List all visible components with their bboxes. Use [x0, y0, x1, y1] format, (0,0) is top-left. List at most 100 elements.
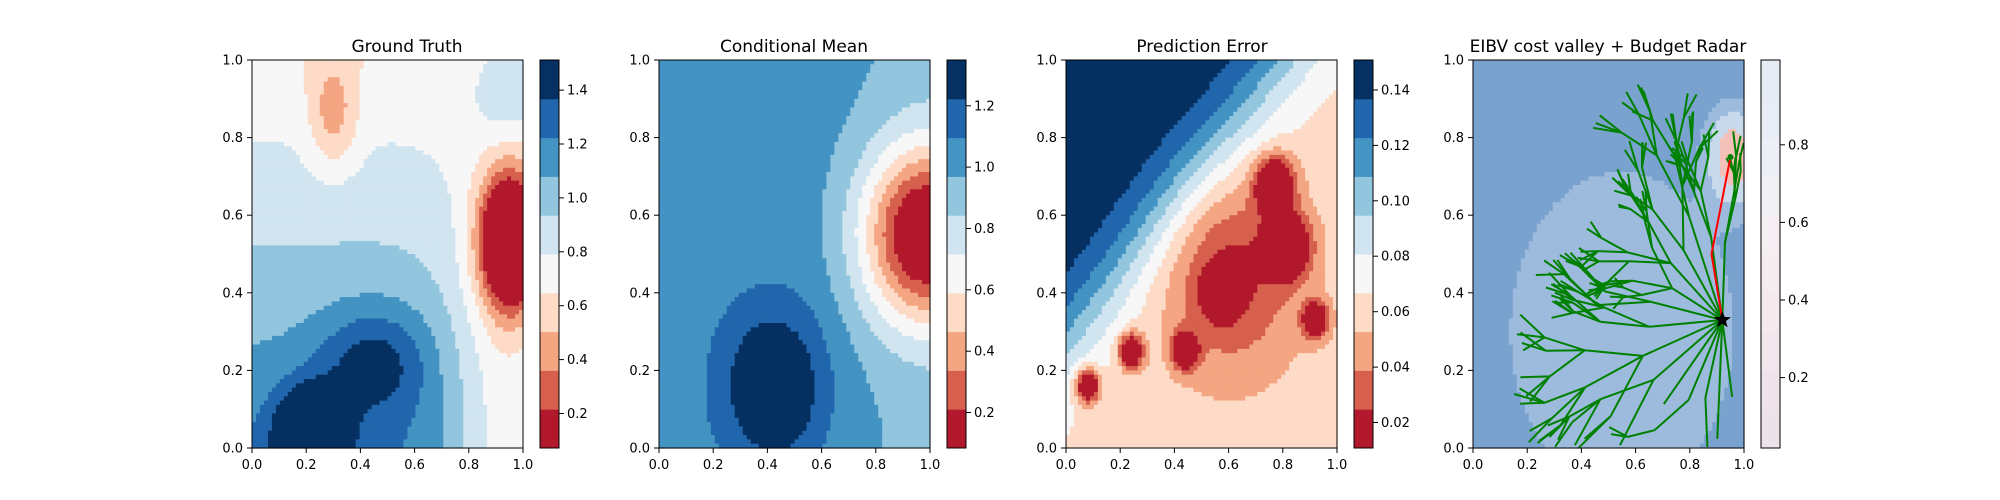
heatmap-cell	[451, 348, 456, 354]
heatmap-cell	[391, 60, 397, 65]
heatmap-cell	[499, 297, 504, 303]
heatmap-cell	[355, 90, 361, 96]
heatmap-cell	[363, 262, 369, 268]
heatmap-cell	[259, 219, 265, 225]
heatmap-cell	[419, 236, 424, 242]
heatmap-cell	[311, 72, 317, 78]
heatmap-cell	[275, 275, 281, 281]
heatmap-cell	[303, 331, 309, 337]
heatmap-cell	[291, 297, 297, 303]
heatmap-cell	[383, 249, 389, 255]
heatmap-cell	[267, 128, 273, 134]
heatmap-cell	[299, 193, 305, 199]
heatmap-cell	[359, 146, 365, 152]
heatmap-cell	[403, 206, 409, 212]
heatmap-cell	[367, 189, 373, 195]
heatmap-cell	[475, 344, 480, 350]
heatmap-cell	[419, 353, 424, 359]
heatmap-cell	[419, 305, 424, 311]
heatmap-cell	[395, 98, 401, 104]
heatmap-cell	[391, 206, 397, 212]
heatmap-cell	[515, 154, 520, 160]
heatmap-cell	[359, 215, 365, 221]
heatmap-cell	[379, 292, 385, 298]
heatmap-cell	[287, 310, 293, 315]
heatmap-cell	[303, 189, 309, 195]
heatmap-cell	[291, 279, 297, 285]
heatmap-cell	[307, 344, 313, 350]
heatmap-cell	[252, 241, 257, 246]
heatmap-cell	[295, 305, 301, 311]
heatmap-cell	[439, 124, 444, 130]
heatmap-cell	[351, 266, 357, 272]
heatmap-cell	[371, 72, 377, 78]
heatmap-cell	[303, 64, 309, 70]
heatmap-cell	[415, 327, 420, 333]
heatmap-cell	[263, 353, 269, 359]
heatmap-cell	[383, 68, 389, 74]
heatmap-cell	[367, 322, 373, 328]
heatmap-cell	[463, 146, 468, 152]
heatmap-cell	[495, 68, 500, 74]
heatmap-cell	[391, 154, 397, 160]
heatmap-cell	[455, 366, 460, 371]
heatmap-cell	[479, 318, 484, 324]
heatmap-cell	[331, 111, 337, 117]
heatmap-cell	[267, 374, 273, 380]
heatmap-cell	[327, 210, 333, 216]
heatmap-cell	[483, 353, 488, 359]
heatmap-cell	[419, 241, 424, 246]
heatmap-cell	[263, 172, 269, 177]
heatmap-cell	[263, 137, 269, 143]
heatmap-cell	[347, 150, 353, 156]
heatmap-cell	[415, 361, 420, 367]
heatmap-cell	[483, 357, 488, 363]
heatmap-cell	[491, 124, 496, 130]
heatmap-cell	[491, 137, 496, 143]
heatmap-cell	[503, 241, 508, 246]
heatmap-cell	[327, 120, 333, 126]
heatmap-cell	[259, 111, 265, 117]
heatmap-cell	[359, 241, 365, 246]
heatmap-cell	[363, 245, 369, 251]
heatmap-cell	[395, 141, 401, 147]
heatmap-cell	[467, 197, 472, 203]
heatmap-cell	[255, 64, 261, 70]
heatmap-cell	[259, 124, 265, 130]
heatmap-cell	[383, 322, 389, 328]
heatmap-cell	[363, 219, 369, 225]
heatmap-cell	[419, 124, 424, 130]
heatmap-cell	[507, 236, 512, 242]
heatmap-cell	[443, 297, 448, 303]
heatmap-cell	[363, 288, 369, 294]
heatmap-cell	[515, 232, 520, 238]
heatmap-cell	[419, 146, 424, 152]
heatmap-cell	[299, 141, 305, 147]
heatmap-cell	[467, 128, 472, 134]
heatmap-cell	[455, 228, 460, 234]
heatmap-cell	[515, 60, 520, 65]
heatmap-cell	[335, 137, 341, 143]
heatmap-cell	[387, 163, 393, 169]
heatmap-cell	[411, 322, 416, 328]
heatmap-cell	[495, 172, 500, 177]
heatmap-cell	[279, 172, 285, 177]
heatmap-cell	[467, 370, 472, 376]
heatmap-cell	[511, 120, 516, 126]
heatmap-cell	[291, 85, 297, 91]
heatmap-cell	[299, 215, 305, 221]
heatmap-cell	[279, 180, 285, 186]
heatmap-cell	[491, 64, 496, 70]
heatmap-cell	[503, 77, 508, 83]
heatmap-cell	[315, 215, 321, 221]
heatmap-cell	[471, 271, 476, 277]
heatmap-cell	[403, 314, 409, 320]
heatmap-cell	[491, 172, 496, 177]
heatmap-cell	[403, 202, 409, 208]
heatmap-cell	[495, 85, 500, 91]
heatmap-cell	[371, 94, 377, 100]
heatmap-cell	[259, 353, 265, 359]
heatmap-cell	[335, 374, 341, 380]
heatmap-cell	[475, 189, 480, 195]
heatmap-cell	[475, 90, 480, 96]
